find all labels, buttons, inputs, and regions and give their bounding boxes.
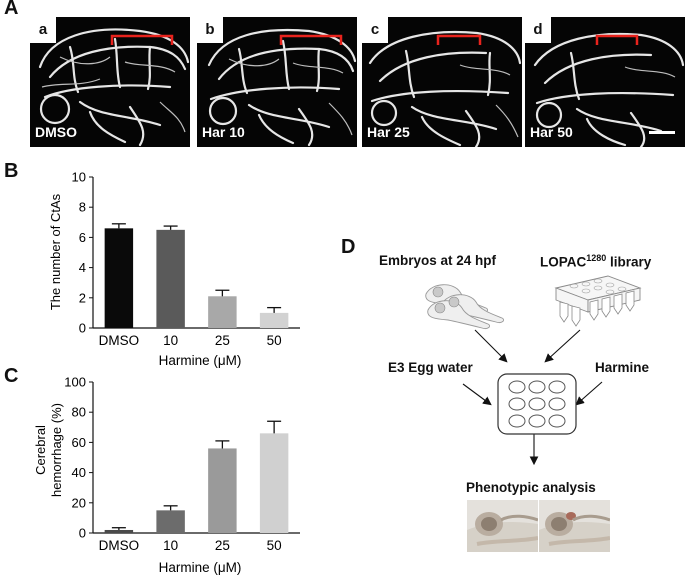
- bar-dmso: [104, 228, 134, 328]
- y-axis-label-line2: hemorrhage (%): [49, 403, 64, 497]
- library-label: LOPAC1280 library: [540, 253, 651, 270]
- x-axis-label: Harmine (μM): [159, 560, 242, 575]
- y-tick-label: 0: [79, 321, 86, 336]
- workflow-arrows: [462, 329, 603, 466]
- library-label-end: library: [606, 254, 652, 270]
- y-tick-label: 0: [79, 526, 86, 541]
- y-axis-label-line1: Cerebral: [33, 425, 48, 475]
- panel-letter-d: D: [341, 236, 356, 258]
- condition-label: Har 50: [530, 124, 573, 140]
- micrograph-har10: b Har 10: [197, 17, 357, 147]
- x-tick-label: 50: [267, 538, 282, 553]
- x-tick-label: DMSO: [99, 538, 140, 553]
- x-tick-label: 10: [163, 333, 178, 348]
- y-tick-label: 60: [72, 435, 86, 450]
- x-tick-label: DMSO: [99, 333, 140, 348]
- bracket-icon: [436, 34, 482, 45]
- chart-cerebral-hemorrhage: 0 20 40 60 80 100 DMSO 10 25 50 Cerebral hemorrha…: [33, 375, 300, 575]
- bar-25: [208, 448, 237, 533]
- egg-water-label: E3 Egg water: [388, 360, 473, 375]
- vessel-image: [207, 28, 357, 147]
- bar-10: [156, 510, 185, 533]
- chart-bars: [104, 420, 289, 533]
- y-tick-label: 100: [64, 375, 86, 390]
- y-tick-label: 80: [72, 405, 86, 420]
- sub-letter-d: d: [525, 17, 551, 43]
- vessel-image: [38, 28, 190, 147]
- y-tick-label: 6: [79, 230, 86, 245]
- phenotype-photo-2: [539, 500, 610, 552]
- bar-dmso: [104, 529, 134, 533]
- harmine-label: Harmine: [595, 360, 650, 375]
- x-tick-label: 25: [215, 538, 230, 553]
- sub-letter-a: a: [30, 17, 56, 43]
- micrograph-har50: d Har 50: [525, 17, 685, 147]
- library-label-main: LOPAC: [540, 254, 587, 270]
- well-plate-icon: [497, 373, 577, 435]
- x-tick-label: 10: [163, 538, 178, 553]
- chart-bars: [104, 223, 289, 328]
- chart-axes: 0 20 40 60 80 100 DMSO 10 25 50: [64, 375, 300, 553]
- panel-letter-c: C: [4, 365, 19, 387]
- bar-50: [259, 312, 289, 328]
- library-label-sup: 1280: [586, 253, 607, 263]
- embryos-icon: [425, 284, 505, 329]
- y-tick-label: 40: [72, 465, 86, 480]
- y-tick-label: 20: [72, 495, 86, 510]
- x-tick-label: 25: [215, 333, 230, 348]
- bar-50: [259, 433, 289, 533]
- bracket-icon: [595, 34, 639, 45]
- micrograph-dmso: a DMSO: [30, 17, 190, 147]
- x-axis-label: Harmine (μM): [159, 353, 242, 368]
- bracket-icon: [279, 34, 343, 45]
- bracket-icon: [110, 34, 174, 45]
- panel-letter-b: B: [4, 160, 19, 182]
- y-tick-label: 4: [79, 260, 86, 275]
- y-tick-label: 8: [79, 200, 86, 215]
- condition-label: Har 25: [367, 124, 410, 140]
- embryos-label: Embryos at 24 hpf: [379, 253, 497, 268]
- y-axis-label: The number of CtAs: [48, 193, 63, 310]
- vessel-image: [368, 30, 522, 147]
- phenotype-photo-1: [467, 500, 538, 552]
- chart-ctas-count: 0 2 4 6 8 10 DMSO 10 25 50 The number of CtAs Har…: [48, 170, 300, 368]
- y-tick-label: 10: [72, 170, 86, 185]
- phenotypic-analysis-label: Phenotypic analysis: [466, 480, 596, 495]
- bar-25: [208, 296, 237, 328]
- condition-label: DMSO: [35, 124, 77, 140]
- sub-letter-c: c: [362, 17, 388, 43]
- condition-label: Har 10: [202, 124, 245, 140]
- scale-bar: [649, 131, 675, 134]
- compound-library-icon: [554, 275, 642, 327]
- x-tick-label: 50: [267, 333, 282, 348]
- bar-10: [156, 229, 185, 328]
- vessel-image: [533, 32, 685, 147]
- y-tick-label: 2: [79, 290, 86, 305]
- panel-letter-a: A: [4, 0, 19, 19]
- sub-letter-b: b: [197, 17, 223, 43]
- micrograph-har25: c Har 25: [362, 17, 522, 147]
